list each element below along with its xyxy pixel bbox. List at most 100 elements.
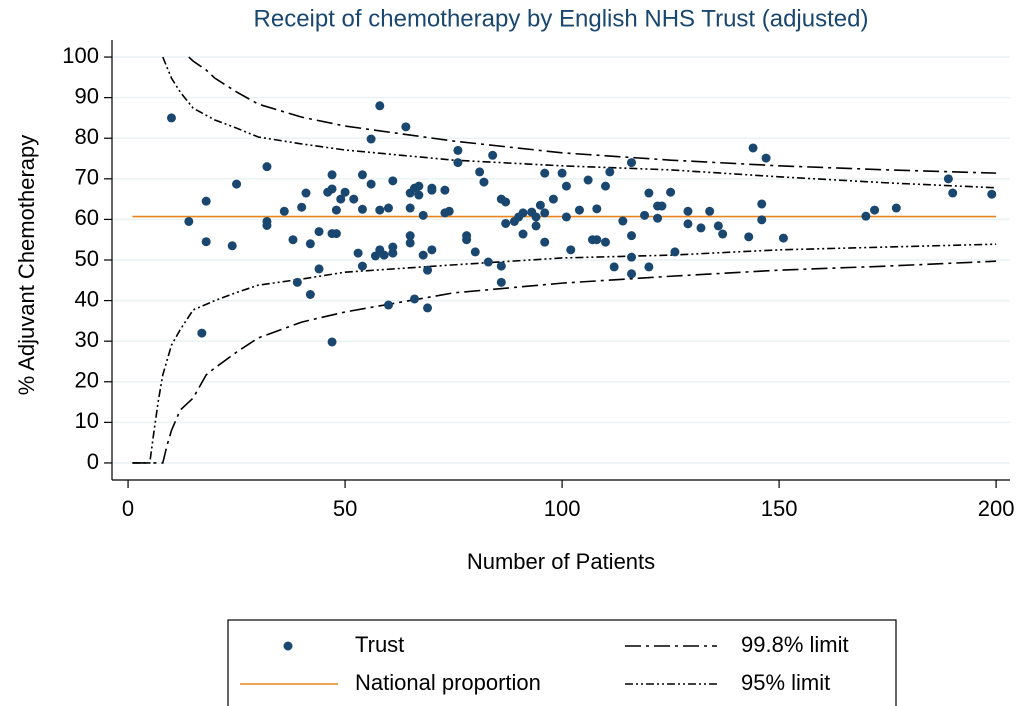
trust-point <box>462 235 472 245</box>
trust-point <box>627 269 637 279</box>
trust-point <box>470 247 480 257</box>
trust-point <box>427 185 437 195</box>
legend-label: National proportion <box>355 670 541 695</box>
trust-point <box>305 239 315 249</box>
limit-line <box>132 260 997 464</box>
trust-point <box>943 174 953 184</box>
trust-point <box>366 179 376 189</box>
trust-point <box>987 189 997 199</box>
trust-point <box>327 170 337 180</box>
trust-point <box>670 247 680 257</box>
trust-point <box>440 185 450 195</box>
trust-point <box>262 162 272 172</box>
trust-point <box>232 179 242 189</box>
trust-point <box>201 237 211 247</box>
limit-line <box>132 243 997 464</box>
trust-point <box>475 167 485 177</box>
y-tick-label: 60 <box>75 205 99 230</box>
y-tick-label: 80 <box>75 124 99 149</box>
y-tick-label: 40 <box>75 286 99 311</box>
limit-line <box>162 56 997 189</box>
trust-point <box>349 194 359 204</box>
trust-point <box>540 168 550 178</box>
x-tick-label: 200 <box>978 496 1015 521</box>
trust-point <box>227 241 237 251</box>
trust-point <box>713 221 723 231</box>
trust-point <box>861 211 871 221</box>
legend-box <box>227 619 897 706</box>
trust-point <box>696 223 706 233</box>
trust-point <box>683 219 693 229</box>
trust-point <box>627 158 637 168</box>
trust-point <box>592 235 602 245</box>
trust-point <box>501 197 511 207</box>
trust-point <box>388 248 398 258</box>
trust-point <box>423 265 433 275</box>
trust-point <box>592 204 602 214</box>
trust-point <box>383 203 393 213</box>
y-tick-label: 0 <box>87 449 99 474</box>
trust-point <box>327 337 337 347</box>
trust-point <box>414 190 424 200</box>
trust-point <box>414 181 424 191</box>
x-axis-label: Number of Patients <box>467 549 655 574</box>
trust-point <box>453 145 463 155</box>
trust-point <box>483 257 493 267</box>
trust-point <box>718 229 728 239</box>
trust-point <box>375 205 385 215</box>
trust-point <box>683 206 693 216</box>
trust-point <box>531 212 541 222</box>
trust-point <box>535 200 545 210</box>
trust-point <box>618 216 628 226</box>
trust-point <box>184 216 194 226</box>
trust-point <box>418 250 428 260</box>
trust-point <box>405 231 415 241</box>
trust-point <box>262 220 272 230</box>
trust-point <box>653 213 663 223</box>
legend-label: Trust <box>355 632 404 657</box>
trust-point <box>453 158 463 168</box>
y-tick-label: 20 <box>75 368 99 393</box>
y-tick-label: 30 <box>75 327 99 352</box>
trust-point <box>566 245 576 255</box>
trust-point <box>870 205 880 215</box>
legend-label: 95% limit <box>741 670 830 695</box>
trust-point <box>197 328 207 338</box>
trust-point <box>166 113 176 123</box>
legend-marker <box>283 641 293 651</box>
trust-point <box>357 261 367 271</box>
trust-point <box>757 215 767 225</box>
trust-point <box>305 290 315 300</box>
trust-point <box>479 177 489 187</box>
trust-point <box>627 252 637 262</box>
trust-point <box>609 262 619 272</box>
trust-point <box>383 300 393 310</box>
limit-line <box>188 56 997 174</box>
trust-point <box>353 248 363 258</box>
trust-point <box>574 205 584 215</box>
trust-point <box>336 194 346 204</box>
trust-point <box>401 122 411 132</box>
trust-point <box>418 210 428 220</box>
trust-point <box>388 176 398 186</box>
trust-point <box>748 143 758 153</box>
trust-point <box>427 245 437 255</box>
trust-point <box>405 238 415 248</box>
trust-point <box>297 202 307 212</box>
trust-point <box>540 208 550 218</box>
trust-point <box>357 170 367 180</box>
trust-point <box>518 229 528 239</box>
trust-point <box>496 277 506 287</box>
trust-point <box>540 237 550 247</box>
trust-point <box>340 187 350 197</box>
x-tick-label: 100 <box>544 496 581 521</box>
trust-point <box>331 205 341 215</box>
x-tick-label: 150 <box>761 496 798 521</box>
y-tick-label: 10 <box>75 408 99 433</box>
trust-point <box>948 188 958 198</box>
trust-point <box>379 250 389 260</box>
trust-point <box>423 303 433 313</box>
trust-point <box>548 194 558 204</box>
trust-point <box>761 153 771 163</box>
